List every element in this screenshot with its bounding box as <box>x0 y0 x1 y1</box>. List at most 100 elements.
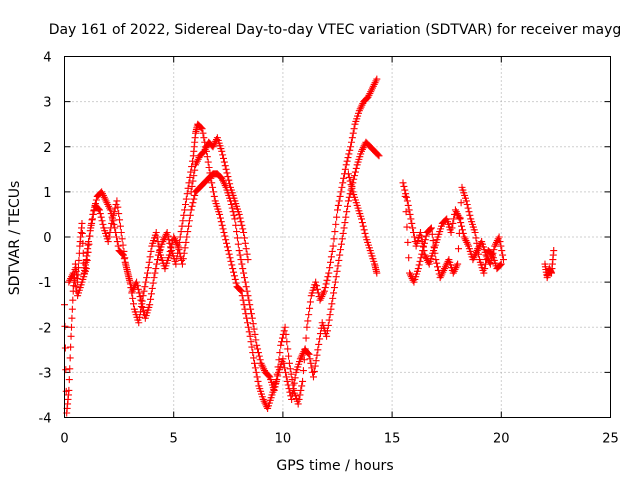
data-point <box>147 295 155 303</box>
data-point <box>123 264 131 272</box>
data-point <box>473 239 481 247</box>
data-point <box>499 256 507 264</box>
y-tick-label: -1 <box>39 276 52 291</box>
data-point <box>240 228 248 236</box>
data-point <box>326 264 334 272</box>
data-point <box>281 364 289 372</box>
data-point <box>408 219 416 227</box>
data-point <box>431 249 439 257</box>
data-point <box>116 216 124 224</box>
data-point <box>243 287 251 295</box>
data-point <box>231 215 239 223</box>
data-point <box>199 129 207 137</box>
data-point <box>122 260 130 268</box>
data-point <box>247 310 255 318</box>
data-point <box>255 352 263 360</box>
data-point <box>414 265 422 273</box>
data-point <box>148 284 156 292</box>
data-point <box>331 228 339 236</box>
data-point <box>241 278 249 286</box>
data-point <box>455 229 463 237</box>
data-point <box>295 395 303 403</box>
data-point <box>311 362 319 370</box>
data-point <box>223 243 231 251</box>
data-point <box>134 285 142 293</box>
data-point <box>243 250 251 258</box>
data-point <box>179 255 187 263</box>
data-point <box>68 305 76 313</box>
data-point <box>236 214 244 222</box>
data-point <box>238 260 246 268</box>
data-point <box>65 386 73 394</box>
data-point <box>417 233 425 241</box>
data-point <box>289 385 297 393</box>
data-points <box>61 75 558 417</box>
data-point <box>66 354 74 362</box>
data-point <box>463 201 471 209</box>
data-point <box>404 238 412 246</box>
data-point <box>278 334 286 342</box>
data-point <box>147 247 155 255</box>
data-point <box>350 125 358 133</box>
data-point <box>312 357 320 365</box>
data-point <box>183 233 191 241</box>
data-point <box>450 215 458 223</box>
data-point <box>358 215 366 223</box>
data-point <box>283 338 291 346</box>
data-point <box>78 219 86 227</box>
data-point <box>280 327 288 335</box>
data-point <box>348 184 356 192</box>
data-point <box>284 381 292 389</box>
data-point <box>341 165 349 173</box>
data-point <box>454 245 462 253</box>
data-point <box>242 245 250 253</box>
data-point <box>309 373 317 381</box>
data-point <box>334 201 342 209</box>
data-point <box>344 170 352 178</box>
data-point <box>482 260 490 268</box>
data-point <box>139 303 147 311</box>
data-point <box>322 280 330 288</box>
data-point <box>197 124 205 132</box>
data-point <box>184 184 192 192</box>
data-point <box>238 221 246 229</box>
series-track-b <box>65 138 383 403</box>
data-point <box>313 285 321 293</box>
data-point <box>177 228 185 236</box>
data-point <box>178 260 186 268</box>
data-point <box>223 239 231 247</box>
data-point <box>219 151 227 159</box>
data-point <box>306 304 314 312</box>
data-point <box>237 286 245 294</box>
data-point <box>288 395 296 403</box>
data-point <box>256 356 264 364</box>
data-point <box>254 349 262 357</box>
data-point <box>178 222 186 230</box>
data-point <box>97 213 105 221</box>
data-point <box>401 192 409 200</box>
series-track-c <box>187 134 381 277</box>
data-point <box>219 154 227 162</box>
data-point <box>497 242 505 250</box>
data-point <box>225 250 233 258</box>
data-point <box>471 228 479 236</box>
data-point <box>151 269 159 277</box>
data-point <box>222 165 230 173</box>
data-point <box>406 210 414 218</box>
data-point <box>306 355 314 363</box>
data-point <box>188 202 196 210</box>
data-point <box>108 219 116 227</box>
data-point <box>140 287 148 295</box>
data-point <box>342 213 350 221</box>
data-point <box>137 296 145 304</box>
data-point <box>226 180 234 188</box>
x-tick-label: 5 <box>170 432 178 447</box>
data-point <box>465 208 473 216</box>
data-point <box>244 319 252 327</box>
data-point <box>165 251 173 259</box>
data-point <box>181 206 189 214</box>
data-point <box>315 340 323 348</box>
data-point <box>407 215 415 223</box>
data-point <box>128 289 136 297</box>
data-point <box>282 330 290 338</box>
